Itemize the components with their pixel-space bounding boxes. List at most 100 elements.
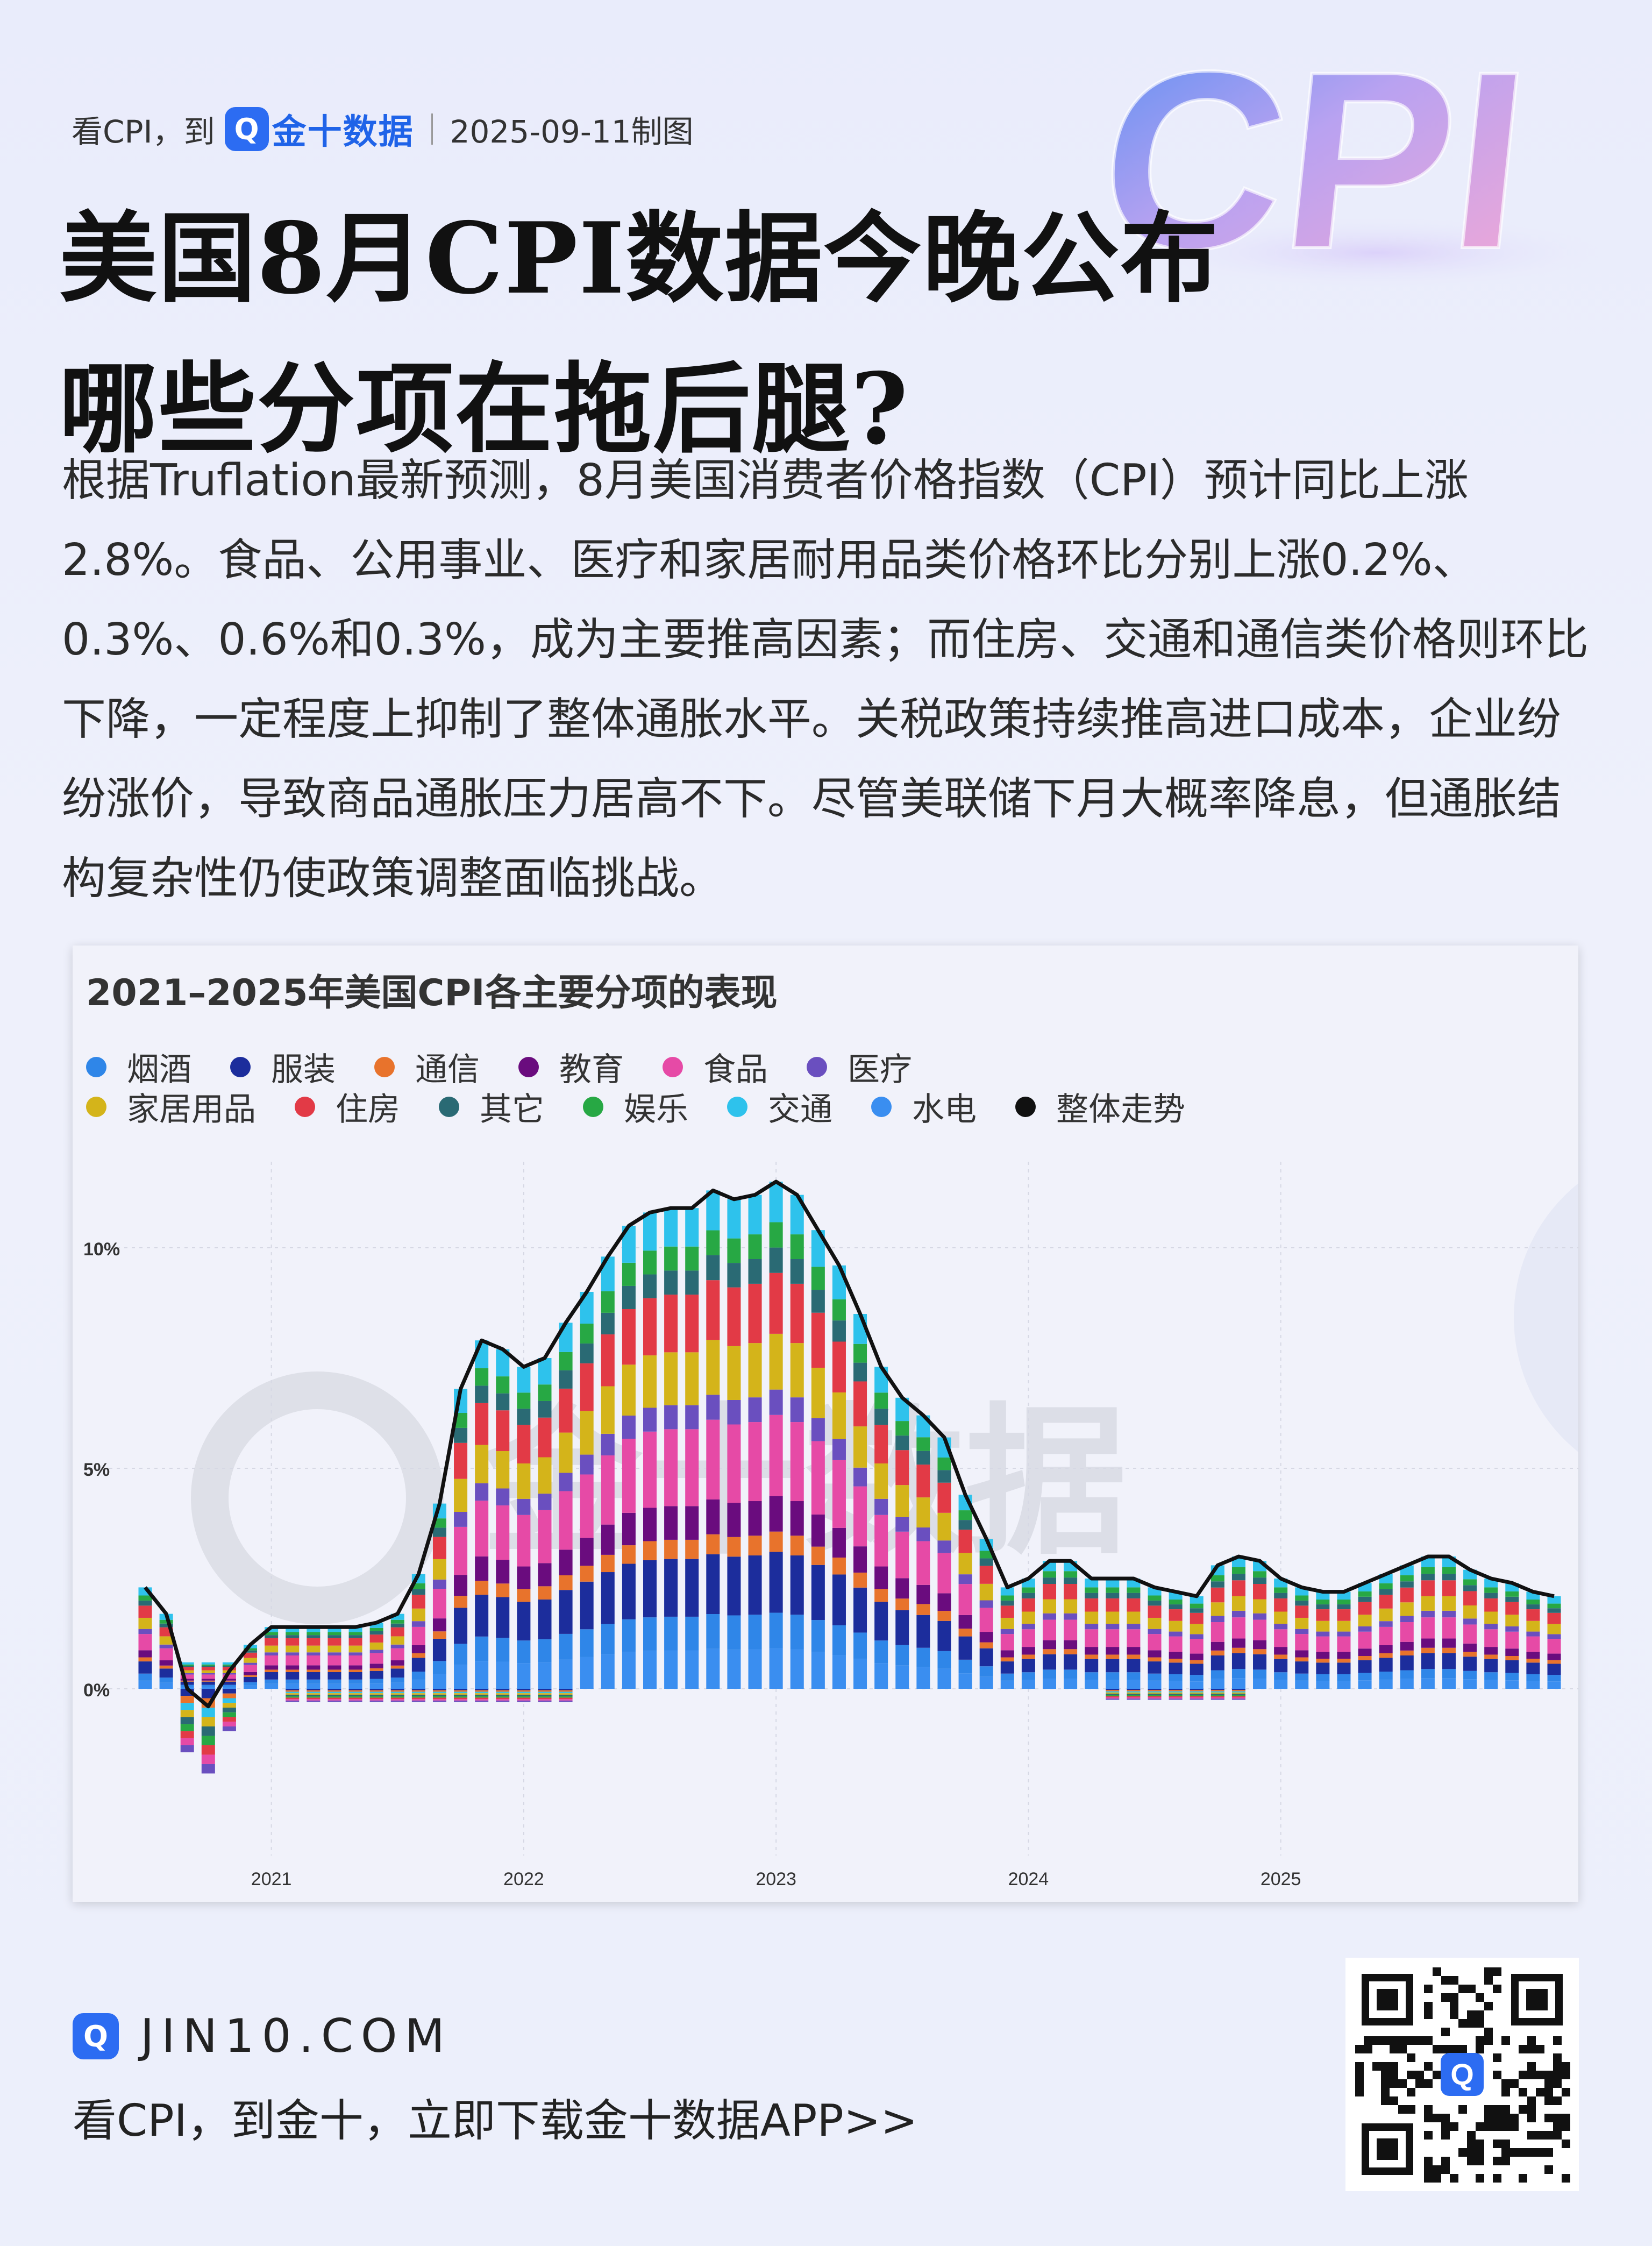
bar-segment bbox=[1106, 1695, 1120, 1696]
bar-segment bbox=[307, 1669, 321, 1673]
bar-segment bbox=[244, 1665, 258, 1672]
bar-segment bbox=[307, 1689, 321, 1690]
bar-segment bbox=[159, 1665, 173, 1669]
legend-item[interactable]: 教育 bbox=[518, 1043, 624, 1090]
bar-segment bbox=[1148, 1605, 1162, 1618]
bar-segment bbox=[790, 1397, 804, 1423]
bar-segment bbox=[1210, 1581, 1224, 1588]
bar-segment bbox=[1106, 1654, 1120, 1659]
legend-swatch bbox=[518, 1056, 539, 1077]
legend-item[interactable]: 烟酒 bbox=[86, 1043, 191, 1090]
bar-segment bbox=[1505, 1648, 1519, 1656]
bar-segment bbox=[432, 1689, 446, 1690]
bar-segment bbox=[937, 1512, 951, 1541]
bar-segment bbox=[1337, 1662, 1351, 1674]
bar-segment bbox=[244, 1682, 258, 1686]
bar-segment bbox=[979, 1666, 993, 1677]
legend-label: 通信 bbox=[415, 1051, 480, 1089]
bar-stack bbox=[937, 1437, 951, 1689]
bar-segment bbox=[1190, 1653, 1204, 1660]
bar-segment bbox=[1484, 1611, 1498, 1624]
legend-item[interactable]: 住房 bbox=[295, 1083, 400, 1130]
bar-segment bbox=[1021, 1680, 1035, 1689]
bar-segment bbox=[769, 1552, 783, 1613]
bar-segment bbox=[916, 1437, 930, 1451]
bar-segment bbox=[1210, 1641, 1224, 1651]
bar-segment bbox=[369, 1700, 383, 1702]
bar-segment bbox=[475, 1689, 489, 1690]
bar-segment bbox=[811, 1514, 825, 1547]
bar-segment bbox=[559, 1694, 573, 1696]
bar-segment bbox=[1484, 1659, 1498, 1673]
bar-segment bbox=[1210, 1695, 1224, 1696]
bar-segment bbox=[454, 1697, 468, 1700]
bar-stack bbox=[685, 1208, 699, 1689]
bar-segment bbox=[201, 1745, 215, 1755]
bar-segment bbox=[1127, 1698, 1141, 1700]
bar-segment bbox=[1316, 1620, 1330, 1632]
bar-segment bbox=[286, 1699, 300, 1701]
footer-brand[interactable]: Q JIN10.COM bbox=[73, 2009, 452, 2063]
bar-segment bbox=[201, 1670, 215, 1673]
bar-segment bbox=[580, 1474, 594, 1538]
bar-segment bbox=[1274, 1647, 1288, 1655]
bar-segment bbox=[475, 1445, 489, 1483]
footer-url[interactable]: JIN10.COM bbox=[140, 2009, 452, 2063]
legend-item[interactable]: 整体走势 bbox=[1015, 1083, 1185, 1130]
bar-segment bbox=[1484, 1647, 1498, 1655]
bar-stack bbox=[979, 1539, 993, 1689]
bar-stack bbox=[769, 1182, 783, 1689]
bar-segment bbox=[727, 1287, 741, 1346]
bar-segment bbox=[979, 1566, 993, 1584]
bar-segment bbox=[307, 1699, 321, 1701]
bar-segment bbox=[327, 1693, 341, 1695]
bar-segment bbox=[1274, 1654, 1288, 1659]
bar-segment bbox=[180, 1679, 194, 1681]
bar-segment bbox=[475, 1483, 489, 1501]
bar-segment bbox=[853, 1659, 867, 1689]
legend-item[interactable]: 交通 bbox=[727, 1083, 832, 1130]
bar-segment bbox=[1337, 1620, 1351, 1632]
legend-item[interactable]: 服装 bbox=[230, 1043, 336, 1090]
bar-segment bbox=[1379, 1626, 1393, 1645]
bar-segment bbox=[1547, 1681, 1561, 1689]
qr-code-icon[interactable]: Q bbox=[1345, 1958, 1579, 2191]
bar-segment bbox=[664, 1295, 678, 1353]
bar-segment bbox=[454, 1693, 468, 1695]
bar-segment bbox=[1442, 1596, 1456, 1611]
bar-segment bbox=[1379, 1589, 1393, 1595]
legend-item[interactable]: 娱乐 bbox=[583, 1083, 688, 1130]
bar-segment bbox=[159, 1619, 173, 1624]
bar-segment bbox=[369, 1679, 383, 1684]
bar-segment bbox=[937, 1540, 951, 1553]
bar-segment bbox=[538, 1358, 552, 1385]
bar-segment bbox=[1169, 1620, 1183, 1632]
bar-segment bbox=[222, 1681, 236, 1685]
bar-segment bbox=[748, 1555, 762, 1615]
bar-segment bbox=[265, 1655, 279, 1666]
y-tick-label: 10% bbox=[83, 1239, 120, 1260]
bar-segment bbox=[180, 1696, 194, 1703]
legend-item[interactable]: 通信 bbox=[374, 1043, 480, 1090]
cpi-art-text: CPI bbox=[1097, 18, 1540, 296]
bar-segment bbox=[1106, 1698, 1120, 1700]
bar-segment bbox=[432, 1691, 446, 1694]
legend-item[interactable]: 其它 bbox=[439, 1083, 544, 1130]
bar-segment bbox=[538, 1494, 552, 1510]
bar-segment bbox=[748, 1259, 762, 1284]
legend-item[interactable]: 家居用品 bbox=[86, 1083, 256, 1130]
bar-segment bbox=[517, 1367, 531, 1393]
legend-item[interactable]: 医疗 bbox=[807, 1043, 912, 1090]
bar-segment bbox=[685, 1246, 699, 1271]
bar-segment bbox=[601, 1386, 615, 1434]
bar-segment bbox=[1085, 1598, 1099, 1612]
bar-segment bbox=[138, 1595, 152, 1601]
bar-segment bbox=[538, 1401, 552, 1418]
legend-item[interactable]: 食品 bbox=[663, 1043, 768, 1090]
legend-item[interactable]: 水电 bbox=[871, 1083, 977, 1130]
footer-cta[interactable]: 看CPI，到金十，立即下载金十数据APP>> bbox=[73, 2095, 918, 2147]
bar-segment bbox=[390, 1691, 404, 1694]
bar-segment bbox=[1169, 1695, 1183, 1696]
bar-segment bbox=[1253, 1654, 1267, 1670]
bar-segment bbox=[874, 1566, 888, 1589]
